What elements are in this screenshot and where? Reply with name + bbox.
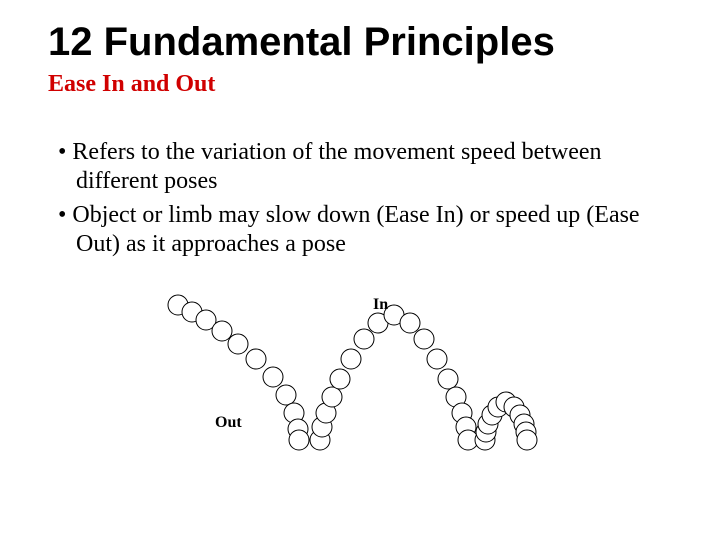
- diagram-container: In Out: [48, 277, 672, 467]
- slide: 12 Fundamental Principles Ease In and Ou…: [0, 0, 720, 467]
- svg-text:Out: Out: [215, 414, 242, 431]
- slide-title: 12 Fundamental Principles: [48, 20, 672, 65]
- bullet-item: Refers to the variation of the movement …: [48, 138, 672, 197]
- ease-diagram: In Out: [160, 277, 560, 467]
- slide-subtitle: Ease In and Out: [48, 71, 672, 98]
- bullet-item: Object or limb may slow down (Ease In) o…: [48, 201, 672, 260]
- svg-text:In: In: [373, 296, 388, 313]
- bullet-list: Refers to the variation of the movement …: [48, 138, 672, 259]
